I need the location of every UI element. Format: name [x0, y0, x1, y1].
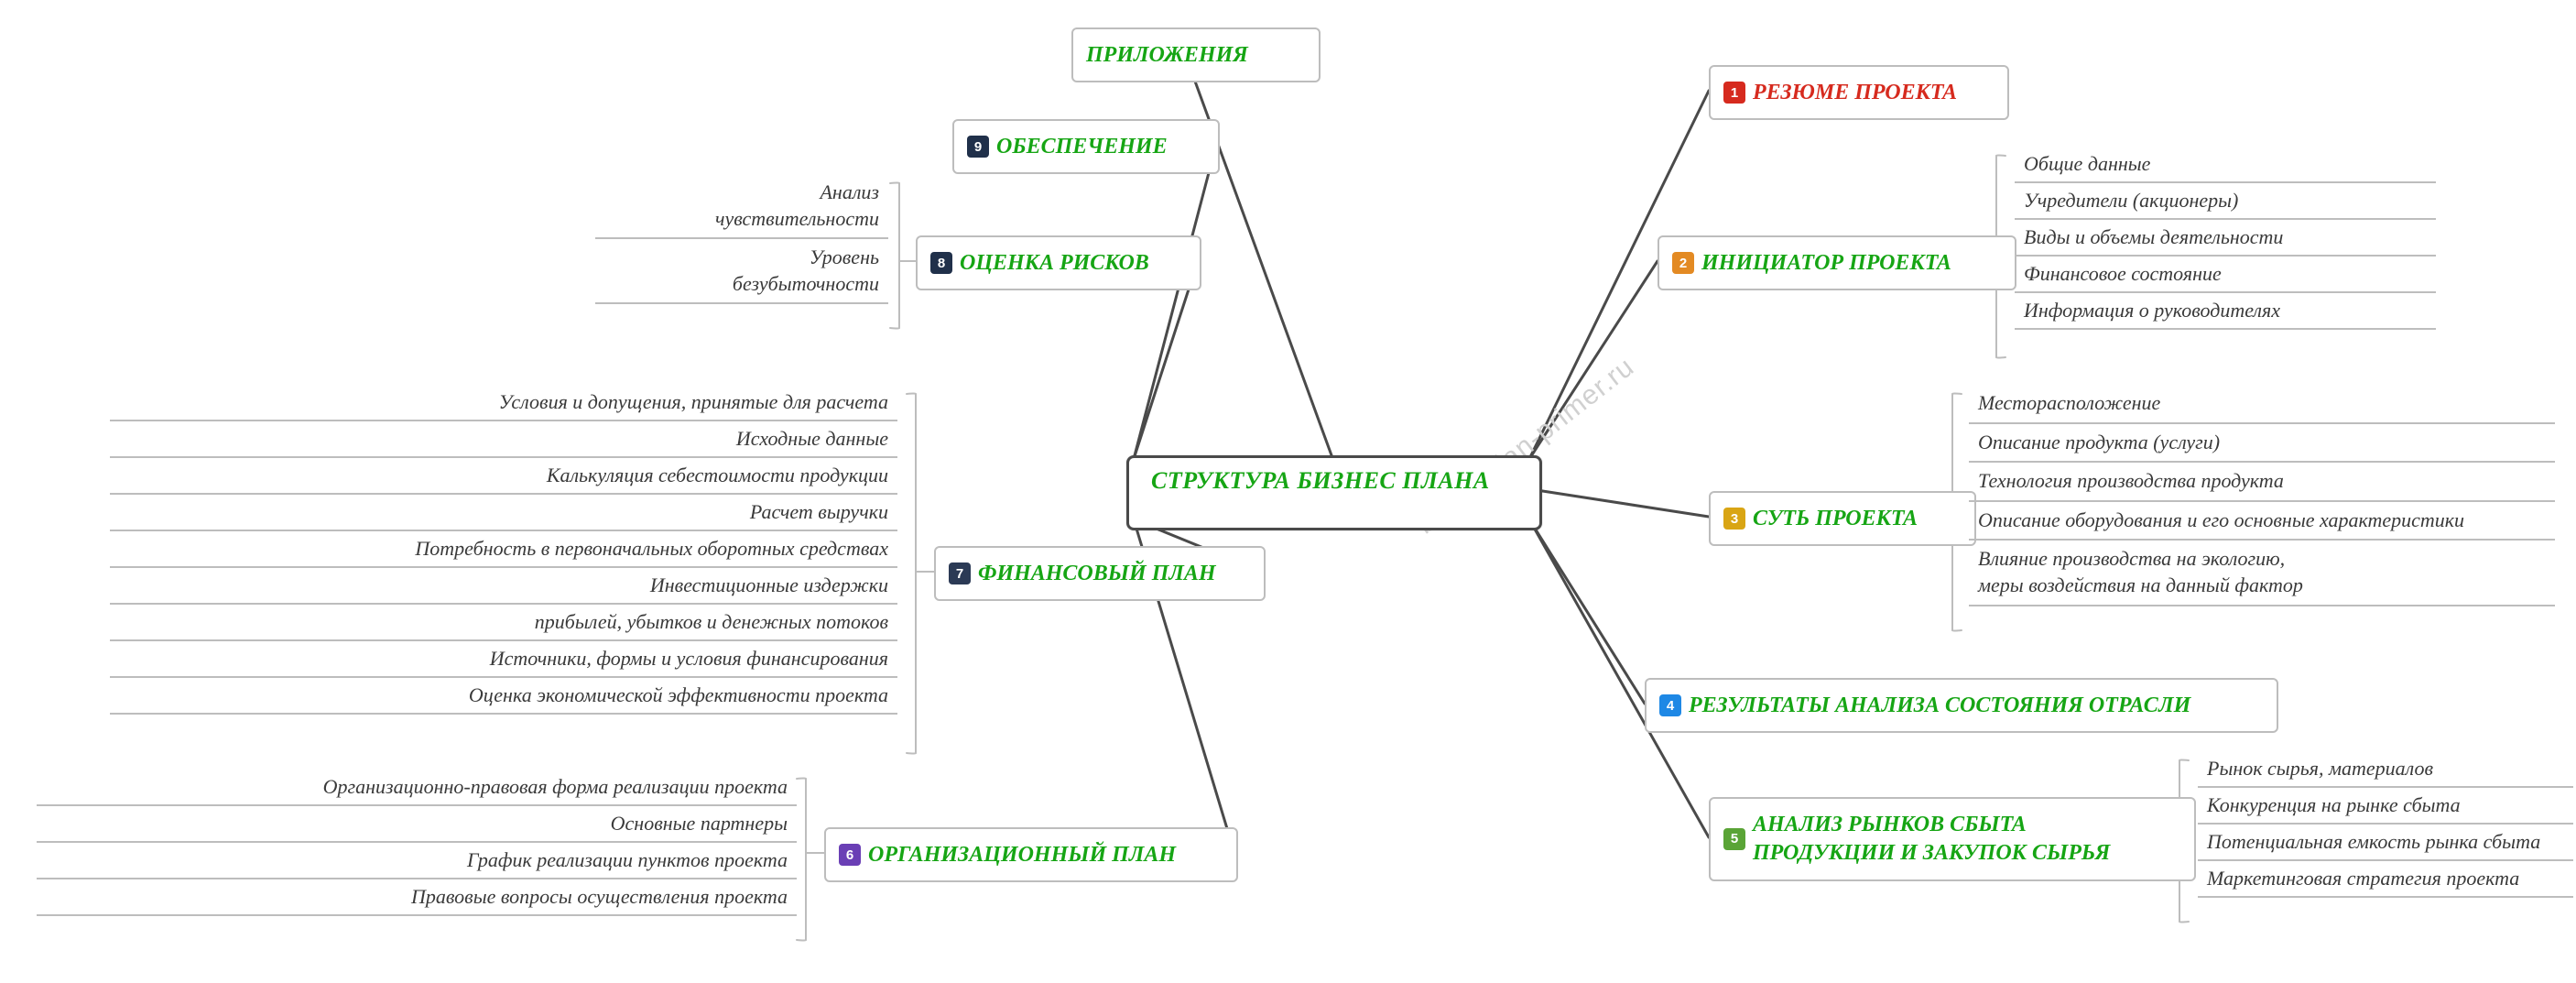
leaf-item: Исходные данные — [110, 421, 897, 458]
branch-label: АНАЛИЗ РЫНКОВ СБЫТАПРОДУКЦИИ И ЗАКУПОК С… — [1753, 811, 2110, 868]
branch-label: ОБЕСПЕЧЕНИЕ — [996, 135, 1168, 159]
mindmap-canvas: biznesplan-primer.ru СТРУКТУРА БИЗНЕС ПЛ… — [0, 0, 2576, 983]
branch-b5: 5 АНАЛИЗ РЫНКОВ СБЫТАПРОДУКЦИИ И ЗАКУПОК … — [1709, 797, 2196, 881]
leaf-item: Инвестиционные издержки — [110, 568, 897, 605]
leaf-stack-b2: Общие данныеУчредители (акционеры)Виды и… — [2015, 147, 2436, 330]
branch-label: ПРИЛОЖЕНИЯ — [1086, 43, 1248, 68]
leaf-stack-b3: МесторасположениеОписание продукта (услу… — [1969, 385, 2555, 606]
branch-b6: 6 ОРГАНИЗАЦИОННЫЙ ПЛАН — [824, 827, 1238, 882]
branch-badge: 9 — [967, 136, 989, 158]
branch-badge: 2 — [1672, 252, 1694, 274]
leaf-item: Правовые вопросы осуществления проекта — [37, 879, 797, 916]
branch-b1: 1 РЕЗЮМЕ ПРОЕКТА — [1709, 65, 2009, 120]
leaf-item: Информация о руководителях — [2015, 293, 2436, 330]
branch-label: РЕЗУЛЬТАТЫ АНАЛИЗА СОСТОЯНИЯ ОТРАСЛИ — [1689, 694, 2190, 718]
branch-label: ОЦЕНКА РИСКОВ — [960, 251, 1149, 276]
leaf-item: Маркетинговая стратегия проекта — [2198, 861, 2573, 898]
leaf-item: Влияние производства на экологию,меры во… — [1969, 541, 2555, 606]
leaf-item: Виды и объемы деятельности — [2015, 220, 2436, 257]
branch-badge: 4 — [1659, 694, 1681, 716]
leaf-stack-b7: Условия и допущения, принятые для расчет… — [110, 385, 897, 715]
branch-b8: 8 ОЦЕНКА РИСКОВ — [916, 235, 1201, 290]
leaf-item: Источники, формы и условия финансировани… — [110, 641, 897, 678]
leaf-item: Технология производства продукта — [1969, 463, 2555, 502]
branch-b10: ПРИЛОЖЕНИЯ — [1071, 27, 1321, 82]
branch-b3: 3 СУТЬ ПРОЕКТА — [1709, 491, 1976, 546]
leaf-stack-b6: Организационно-правовая форма реализации… — [37, 770, 797, 916]
center-node: СТРУКТУРА БИЗНЕС ПЛАНА — [1126, 455, 1542, 530]
branch-label: ФИНАНСОВЫЙ ПЛАН — [978, 562, 1216, 586]
leaf-item: Финансовое состояние — [2015, 257, 2436, 293]
leaf-item: Потребность в первоначальных оборотных с… — [110, 531, 897, 568]
leaf-stack-b8: АнализчувствительностиУровеньбезубыточно… — [595, 174, 888, 304]
leaf-item: Калькуляция себестоимости продукции — [110, 458, 897, 495]
leaf-item: Организационно-правовая форма реализации… — [37, 770, 797, 806]
leaf-item: Оценка экономической эффективности проек… — [110, 678, 897, 715]
branch-b2: 2 ИНИЦИАТОР ПРОЕКТА — [1658, 235, 2016, 290]
leaf-item: Учредители (акционеры) — [2015, 183, 2436, 220]
branch-badge: 8 — [930, 252, 952, 274]
branch-badge: 5 — [1723, 828, 1745, 850]
leaf-item: Описание оборудования и его основные хар… — [1969, 502, 2555, 541]
branch-label: ОРГАНИЗАЦИОННЫЙ ПЛАН — [868, 843, 1176, 868]
leaf-item: прибылей, убытков и денежных потоков — [110, 605, 897, 641]
branch-label: ИНИЦИАТОР ПРОЕКТА — [1701, 251, 1951, 276]
leaf-item: Анализчувствительности — [595, 174, 888, 239]
branch-b7: 7 ФИНАНСОВЫЙ ПЛАН — [934, 546, 1266, 601]
branch-b4: 4 РЕЗУЛЬТАТЫ АНАЛИЗА СОСТОЯНИЯ ОТРАСЛИ — [1645, 678, 2278, 733]
branch-label: РЕЗЮМЕ ПРОЕКТА — [1753, 81, 1957, 105]
leaf-item: Рынок сырья, материалов — [2198, 751, 2573, 788]
leaf-item: График реализации пунктов проекта — [37, 843, 797, 879]
leaf-item: Условия и допущения, принятые для расчет… — [110, 385, 897, 421]
branch-badge: 7 — [949, 562, 971, 584]
leaf-stack-b5: Рынок сырья, материаловКонкуренция на ры… — [2198, 751, 2573, 898]
branch-badge: 1 — [1723, 82, 1745, 104]
leaf-item: Уровеньбезубыточности — [595, 239, 888, 304]
leaf-item: Потенциальная емкость рынка сбыта — [2198, 825, 2573, 861]
leaf-item: Описание продукта (услуги) — [1969, 424, 2555, 464]
branch-b9: 9 ОБЕСПЕЧЕНИЕ — [952, 119, 1220, 174]
leaf-item: Месторасположение — [1969, 385, 2555, 424]
branch-label: СУТЬ ПРОЕКТА — [1753, 507, 1918, 531]
leaf-item: Общие данные — [2015, 147, 2436, 183]
leaf-item: Основные партнеры — [37, 806, 797, 843]
center-node-title: СТРУКТУРА БИЗНЕС ПЛАНА — [1151, 467, 1490, 494]
leaf-item: Конкуренция на рынке сбыта — [2198, 788, 2573, 825]
branch-badge: 6 — [839, 844, 861, 866]
branch-badge: 3 — [1723, 508, 1745, 530]
leaf-item: Расчет выручки — [110, 495, 897, 531]
